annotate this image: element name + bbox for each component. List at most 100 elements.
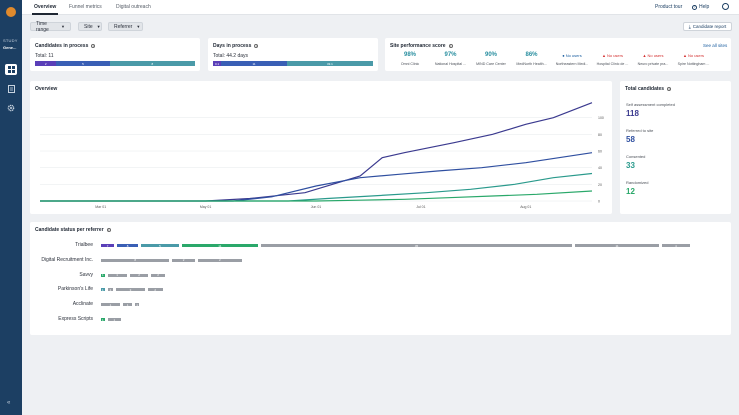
total-candidates-label: Consented: [626, 154, 646, 159]
warning-icon: ▲: [642, 53, 647, 58]
site-score-item[interactable]: 97% National Hospital ...: [431, 52, 471, 66]
time-range-dropdown[interactable]: Time range ▼: [30, 21, 71, 33]
user-avatar-icon[interactable]: [722, 3, 729, 10]
site-score-value: 97%: [444, 52, 457, 58]
referrer-bar-segment[interactable]: 2: [150, 272, 166, 278]
referrer-bar-segment[interactable]: 4: [660, 243, 692, 248]
referrer-bar-segment[interactable]: 11: [574, 243, 660, 248]
no-users-label: No users: [606, 53, 623, 58]
dashboard-icon[interactable]: [5, 64, 17, 75]
referrer-bar-segment[interactable]: 1: [100, 272, 106, 278]
active-tab-underline: [32, 13, 58, 15]
site-name: National Hospital ...: [434, 62, 467, 66]
referrer-bar-segment[interactable]: 5: [139, 243, 180, 248]
candidate-report-label: Candidate report: [692, 24, 727, 29]
y-tick-label: 40: [598, 166, 602, 170]
candidates-bar-segment[interactable]: 5: [56, 61, 110, 66]
title-text: Days in process: [213, 43, 252, 49]
referrer-bar-segment[interactable]: 11: [180, 243, 259, 248]
y-tick-label: 0: [598, 200, 600, 204]
see-all-sites-link[interactable]: See all sites: [703, 43, 728, 48]
candidates-bar-segment[interactable]: 2: [35, 61, 57, 66]
title-text: Candidate status per referrer: [35, 227, 104, 233]
referrer-bar-segment[interactable]: 1: [106, 272, 128, 278]
series-line[interactable]: [40, 102, 593, 202]
site-dropdown[interactable]: Site ▼: [78, 22, 102, 31]
referrer-name: Digital Recruitment Inc.: [41, 256, 93, 263]
x-tick-label: Aug 01: [520, 205, 531, 209]
referrer-bar-segment[interactable]: 1: [134, 302, 140, 308]
tab-overview[interactable]: Overview: [34, 4, 57, 10]
site-name: Omni Clinic: [400, 62, 420, 66]
site-score-value: 86%: [525, 52, 538, 58]
card-title: Candidate status per referrer i: [35, 227, 111, 233]
referrer-bar-segment[interactable]: 1: [100, 302, 121, 308]
study-label: STUDY: [3, 38, 18, 43]
tab-funnel-metrics[interactable]: Funnel metrics: [69, 4, 102, 10]
site-score-item[interactable]: ● No users Northeastern Medi...: [552, 52, 592, 66]
series-line[interactable]: [40, 172, 593, 202]
info-circle-icon: ●: [562, 53, 565, 58]
document-icon[interactable]: [6, 84, 16, 94]
days-bar-segment[interactable]: 33.1: [286, 61, 373, 66]
days-bar-segment[interactable]: 0.1: [213, 61, 222, 66]
app-logo[interactable]: [6, 7, 16, 17]
site-name: MIND Care Center: [476, 62, 506, 66]
series-line[interactable]: [40, 190, 593, 202]
site-warning: ● No users: [552, 52, 592, 59]
days-in-process-card: Days in process i Total: 44.2 days 0.1 11 3…: [208, 38, 378, 71]
collapse-sidebar-icon[interactable]: «: [7, 400, 11, 406]
referrer-bar-segment[interactable]: 2: [171, 257, 196, 263]
referrer-bar-segment[interactable]: 2: [146, 287, 164, 293]
referrer-bar-segment[interactable]: 7: [100, 243, 116, 248]
referrer-bar-segment[interactable]: 1: [106, 287, 115, 293]
candidate-report-button[interactable]: ⤓ Candidate report: [683, 22, 732, 31]
referrer-bar-segment[interactable]: 1: [106, 317, 122, 322]
total-candidates-label: Randomized: [626, 180, 649, 185]
gear-icon[interactable]: [6, 103, 16, 113]
days-bar-segment[interactable]: 11: [221, 61, 287, 66]
site-score-item[interactable]: 86% MedNorth Health...: [512, 52, 552, 66]
site-score-item[interactable]: 98% Omni Clinic: [390, 52, 430, 66]
site-name: Hospital Clinic de ...: [596, 62, 629, 66]
no-users-label: No users: [565, 53, 582, 58]
site-score-item[interactable]: ▲ No users Hospital Clinic de ...: [593, 52, 633, 66]
referrer-bar-segment[interactable]: 8: [100, 257, 171, 263]
site-score-item[interactable]: ▲ No users Neuro private pra...: [633, 52, 673, 66]
referrer-label: Referrer: [114, 23, 133, 30]
total-candidates-label: Self assessment completed: [626, 102, 675, 107]
info-icon[interactable]: i: [91, 44, 96, 48]
warning-icon: ▲: [602, 53, 606, 58]
site-score-item[interactable]: 90% MIND Care Center: [471, 52, 511, 66]
info-icon[interactable]: i: [106, 228, 111, 232]
referrer-bar-segment[interactable]: 45: [259, 243, 574, 248]
overview-line-chart: 0 20 40 60 80 100 Mar 01 May 01 Jun 01 Jul 01 Aug …: [40, 102, 604, 209]
site-name: MedNorth Health...: [516, 62, 547, 66]
info-icon[interactable]: i: [448, 44, 453, 48]
info-icon[interactable]: i: [254, 44, 259, 48]
referrer-bar-segment[interactable]: 1: [121, 302, 134, 308]
site-performance-card: Site performance score i: [385, 38, 731, 71]
referrer-name: Acclinate: [72, 301, 93, 308]
referrer-dropdown[interactable]: Referrer ▼: [108, 22, 143, 31]
tab-digital-outreach[interactable]: Digital outreach: [116, 4, 151, 10]
referrer-bar-segment[interactable]: 1: [100, 287, 106, 293]
referrer-bar-segment[interactable]: 1: [100, 317, 106, 322]
referrer-bar-segment[interactable]: 8: [116, 243, 139, 248]
referrer-bar-segment[interactable]: 2: [196, 257, 243, 263]
site-score-item[interactable]: ▲ No users Spire Nottingham ...: [674, 52, 714, 66]
x-tick-label: Jul 01: [416, 205, 425, 209]
y-tick-label: 60: [598, 150, 602, 154]
product-tour-link[interactable]: Product tour: [655, 4, 682, 10]
study-name[interactable]: Gene...: [3, 45, 17, 50]
referrer-bar-segment[interactable]: 3: [115, 287, 146, 293]
info-icon[interactable]: i: [667, 87, 672, 91]
referrer-status-card: Candidate status per referrer i: [30, 222, 731, 335]
candidates-bar-segment[interactable]: 8: [109, 61, 195, 66]
referrer-bar-segment[interactable]: 2: [128, 272, 150, 278]
help-button[interactable]: ? Help: [692, 4, 709, 10]
x-tick-label: Jun 01: [311, 205, 322, 209]
series-line[interactable]: [40, 152, 593, 202]
